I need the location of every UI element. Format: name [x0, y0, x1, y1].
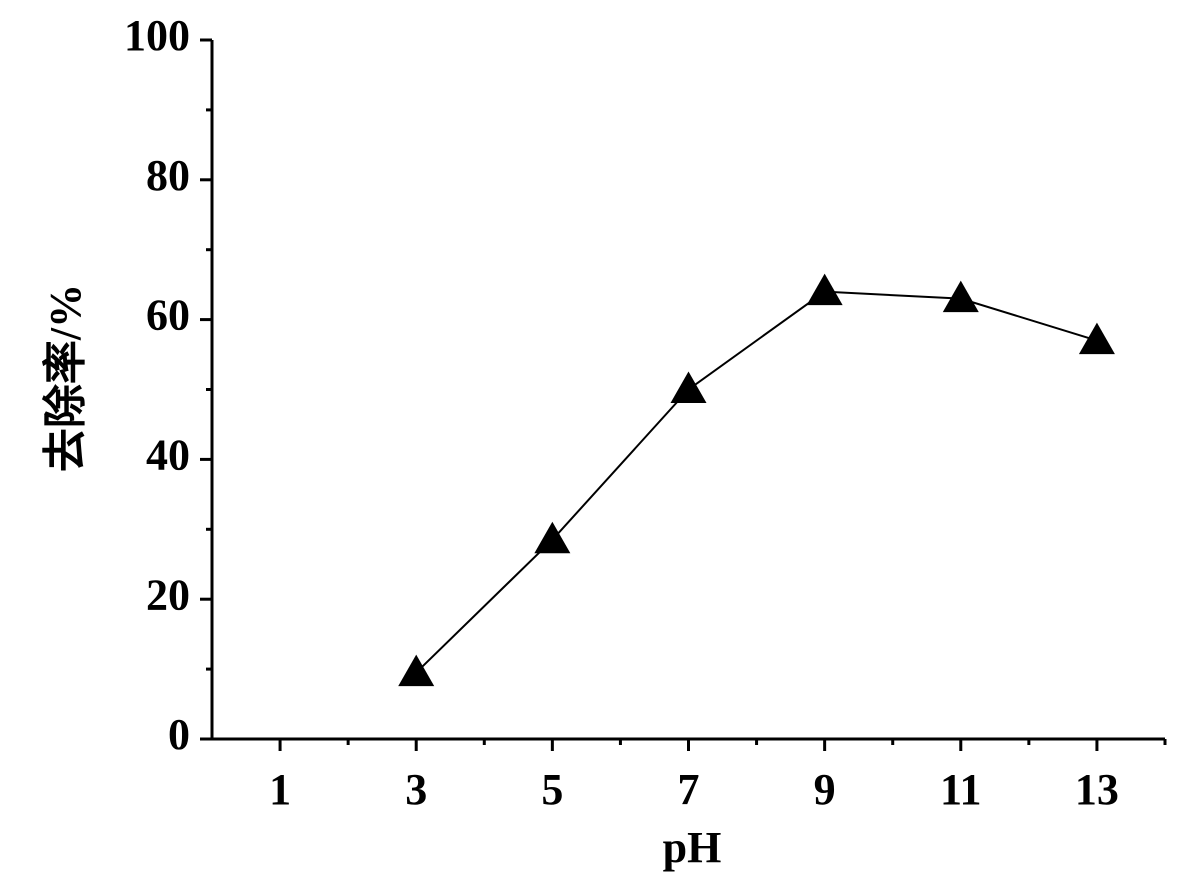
- x-tick-label: 7: [678, 765, 700, 814]
- y-tick-label: 100: [124, 11, 190, 60]
- y-tick-label: 80: [146, 151, 190, 200]
- y-axis-label: 去除率/%: [41, 284, 90, 472]
- data-point: [806, 273, 843, 306]
- y-tick-label: 60: [146, 291, 190, 340]
- x-tick-label: 5: [541, 765, 563, 814]
- x-tick-label: 13: [1075, 765, 1119, 814]
- data-point: [942, 280, 979, 313]
- y-tick-label: 40: [146, 430, 190, 479]
- data-point: [670, 371, 707, 403]
- x-axis-label: pH: [663, 823, 722, 872]
- x-tick-label: 3: [405, 765, 427, 814]
- x-tick-label: 1: [269, 765, 291, 814]
- series-line: [415, 290, 1098, 674]
- y-tick-label: 0: [168, 710, 190, 759]
- x-tick-label: 9: [814, 765, 836, 814]
- data-point: [398, 654, 435, 687]
- y-tick-label: 20: [146, 570, 190, 619]
- x-tick-label: 11: [940, 765, 982, 814]
- data-point: [534, 521, 571, 554]
- data-point: [1078, 322, 1115, 355]
